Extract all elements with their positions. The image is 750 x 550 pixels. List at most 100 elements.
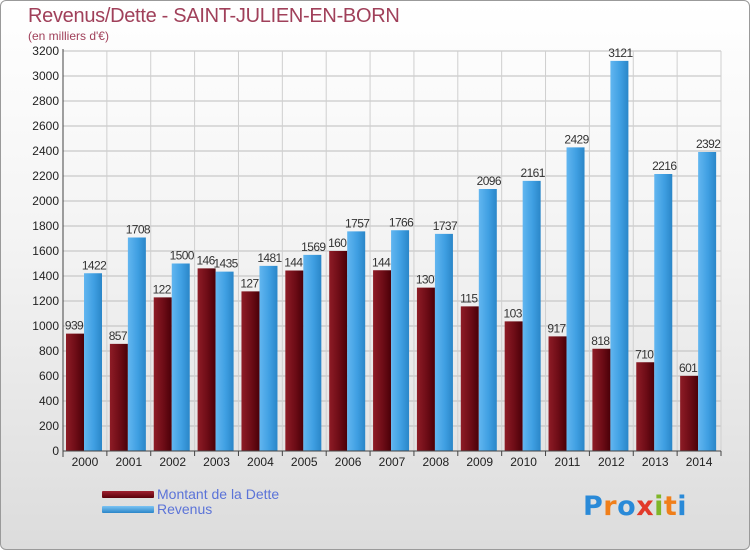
bar-revenus bbox=[478, 189, 497, 451]
bar-revenus bbox=[434, 233, 453, 451]
y-tick-label: 600 bbox=[39, 369, 59, 383]
bar-revenus bbox=[347, 231, 366, 451]
y-tick-label: 2000 bbox=[32, 194, 59, 208]
data-label-revenus: 2216 bbox=[652, 159, 677, 173]
bar-revenus bbox=[522, 180, 541, 451]
data-label-dette: 917 bbox=[547, 321, 566, 335]
data-label-revenus: 1569 bbox=[301, 240, 326, 254]
x-tick-label: 2014 bbox=[686, 455, 713, 469]
data-label-revenus: 3121 bbox=[608, 46, 633, 60]
y-tick-label: 1200 bbox=[32, 294, 59, 308]
bar-dette bbox=[197, 268, 216, 451]
x-tick-label: 2011 bbox=[555, 455, 581, 469]
proxiti-logo: Proxiti bbox=[583, 491, 688, 522]
bar-dette bbox=[680, 375, 699, 451]
bar-dette bbox=[329, 251, 348, 451]
bar-dette bbox=[153, 297, 172, 451]
x-tick-label: 2003 bbox=[203, 455, 230, 469]
bar-revenus bbox=[171, 263, 190, 451]
data-label-dette: 710 bbox=[635, 347, 654, 361]
legend-swatch-revenus bbox=[102, 506, 154, 513]
x-tick-label: 2009 bbox=[466, 455, 493, 469]
bar-dette bbox=[460, 306, 479, 451]
data-label-dette: 103 bbox=[504, 306, 523, 320]
y-tick-label: 3000 bbox=[32, 69, 59, 83]
y-tick-label: 2200 bbox=[32, 169, 59, 183]
legend-swatch-dette bbox=[102, 491, 154, 498]
data-label-dette: 115 bbox=[460, 291, 478, 305]
data-label-revenus: 1435 bbox=[213, 257, 238, 271]
x-tick-label: 2007 bbox=[379, 455, 406, 469]
y-tick-label: 2600 bbox=[32, 119, 59, 133]
x-tick-label: 2013 bbox=[642, 455, 669, 469]
y-tick-label: 1000 bbox=[32, 319, 59, 333]
y-tick-label: 2800 bbox=[32, 94, 59, 108]
data-label-dette: 122 bbox=[153, 282, 172, 296]
bar-revenus bbox=[698, 152, 717, 451]
y-tick-label: 3200 bbox=[32, 44, 59, 58]
data-label-dette: 857 bbox=[109, 329, 128, 343]
x-tick-label: 2004 bbox=[247, 455, 274, 469]
bar-dette bbox=[285, 270, 304, 451]
bar-dette bbox=[548, 336, 567, 451]
data-label-dette: 818 bbox=[591, 334, 610, 348]
data-label-revenus: 1500 bbox=[170, 249, 195, 263]
bar-revenus bbox=[303, 254, 322, 451]
bar-dette bbox=[241, 291, 260, 451]
bar-dette bbox=[504, 321, 523, 451]
bar-revenus bbox=[127, 237, 146, 451]
chart-title: Revenus/Dette - SAINT-JULIEN-EN-BORN bbox=[28, 5, 400, 27]
bar-revenus bbox=[84, 273, 102, 451]
data-label-dette: 127 bbox=[240, 276, 259, 290]
data-label-revenus: 1757 bbox=[345, 216, 370, 230]
data-label-revenus: 1737 bbox=[433, 219, 458, 233]
y-tick-label: 800 bbox=[39, 344, 59, 358]
y-tick-label: 400 bbox=[39, 394, 59, 408]
data-label-revenus: 2392 bbox=[696, 137, 721, 151]
x-tick-label: 2001 bbox=[115, 455, 142, 469]
bar-revenus bbox=[654, 174, 673, 451]
x-tick-label: 2010 bbox=[510, 455, 537, 469]
bar-dette bbox=[66, 333, 84, 451]
axes: 0 200 400 600 800 1000 1200 1400 1600 1800 2000 220… bbox=[32, 44, 722, 469]
y-tick-label: 1400 bbox=[32, 269, 59, 283]
bar-revenus bbox=[259, 265, 278, 451]
y-tick-label: 1800 bbox=[32, 219, 59, 233]
y-tick-label: 2400 bbox=[32, 144, 59, 158]
x-tick-label: 2002 bbox=[159, 455, 186, 469]
data-label-revenus: 1422 bbox=[82, 258, 107, 272]
data-label-revenus: 2429 bbox=[564, 132, 589, 146]
data-label-revenus: 1766 bbox=[389, 215, 414, 229]
chart-subtitle: (en milliers d'€) bbox=[28, 29, 109, 43]
x-tick-label: 2005 bbox=[291, 455, 318, 469]
data-label-revenus: 2096 bbox=[477, 174, 502, 188]
data-label-dette: 160 bbox=[328, 236, 347, 250]
x-tick-label: 2000 bbox=[72, 455, 99, 469]
x-tick-label: 2012 bbox=[598, 455, 625, 469]
data-label-dette: 144 bbox=[284, 256, 303, 270]
y-tick-label: 0 bbox=[52, 444, 59, 458]
bar-revenus bbox=[566, 147, 585, 451]
legend-label-dette: Montant de la Dette bbox=[157, 486, 280, 502]
data-label-revenus: 2161 bbox=[521, 166, 546, 180]
legend-label-revenus: Revenus bbox=[157, 501, 213, 517]
bars bbox=[66, 60, 717, 451]
data-label-revenus: 1481 bbox=[257, 251, 282, 265]
bar-dette bbox=[416, 287, 435, 451]
data-label-dette: 601 bbox=[679, 361, 698, 375]
data-label-revenus: 1708 bbox=[126, 223, 151, 237]
y-tick-label: 1600 bbox=[32, 244, 59, 258]
x-tick-label: 2008 bbox=[423, 455, 450, 469]
bar-revenus bbox=[391, 230, 410, 451]
bar-dette bbox=[109, 343, 128, 451]
bar-dette bbox=[636, 362, 655, 451]
data-label-dette: 939 bbox=[65, 319, 84, 333]
x-tick-label: 2006 bbox=[335, 455, 362, 469]
bar-dette bbox=[592, 348, 611, 451]
bar-revenus bbox=[610, 60, 629, 451]
bar-revenus bbox=[215, 271, 234, 451]
data-label-dette: 130 bbox=[416, 273, 435, 287]
